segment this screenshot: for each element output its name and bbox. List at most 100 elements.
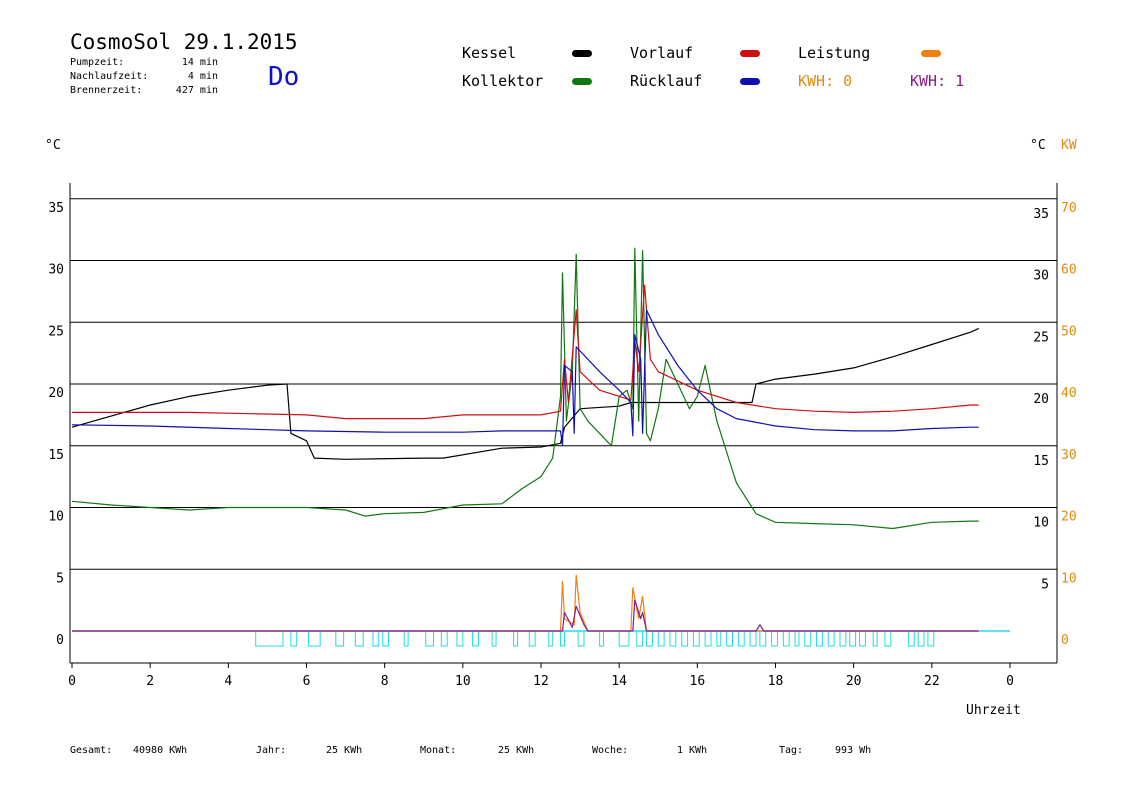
pump-interval <box>382 631 390 647</box>
chart-title: CosmoSol 29.1.2015 <box>70 30 298 54</box>
y-tick-label-right: 35 <box>1033 207 1049 222</box>
pump-interval <box>782 631 790 647</box>
y-tick-label-kw: 20 <box>1061 510 1077 525</box>
footer-gesamt-label: Gesamt: <box>70 745 113 756</box>
x-tick-label: 4 <box>224 674 232 689</box>
pump-interval <box>528 631 536 647</box>
pump-interval <box>759 631 767 647</box>
pump-interval <box>440 631 448 647</box>
pump-interval <box>917 631 925 647</box>
pump-interval <box>884 631 892 647</box>
pump-intervals <box>72 630 1010 647</box>
x-tick-label: 6 <box>303 674 311 689</box>
y-tick-label-left: 35 <box>48 201 64 216</box>
x-tick-label: 12 <box>533 674 549 689</box>
pump-interval <box>403 631 409 647</box>
y-tick-label-left: 5 <box>56 571 64 586</box>
pump-interval <box>794 631 800 647</box>
series-line-kessel <box>71 327 979 460</box>
legend-kessel-swatch <box>572 50 592 57</box>
pump-interval <box>636 631 644 647</box>
pump-interval <box>657 631 665 647</box>
pump-time-label: Pumpzeit: <box>70 57 125 68</box>
y-tick-label-kw: 0 <box>1061 633 1069 648</box>
pump-interval <box>872 631 878 647</box>
y-tick-label-kw: 70 <box>1061 201 1077 216</box>
x-tick-label: 0 <box>1006 674 1014 689</box>
x-tick-label: 2 <box>146 674 154 689</box>
pump-interval <box>456 631 464 647</box>
footer-woche-label: Woche: <box>592 745 629 756</box>
pump-interval <box>927 631 935 647</box>
y-tick-label-right: 20 <box>1033 392 1049 407</box>
y-tick-label-kw: 50 <box>1061 324 1077 339</box>
y-tick-label-kw: 10 <box>1061 571 1077 586</box>
pump-interval <box>335 631 345 647</box>
y-tick-label-left: 30 <box>48 263 64 278</box>
y-axis-unit-left: °C <box>45 138 61 153</box>
pump-interval <box>491 631 497 647</box>
x-tick-label: 8 <box>381 674 389 689</box>
pump-interval <box>726 631 734 647</box>
series-line-vorlauf <box>72 284 979 420</box>
pump-interval <box>669 631 677 647</box>
y-axis-unit-kw: KW <box>1061 138 1077 153</box>
pump-interval <box>749 631 757 647</box>
x-tick-label: 10 <box>455 674 471 689</box>
legend-vorlauf: Vorlauf <box>630 44 694 62</box>
pump-interval <box>827 631 835 647</box>
series-line-kwh-1 <box>72 599 979 632</box>
y-tick-label-kw: 30 <box>1061 448 1077 463</box>
y-tick-label-right: 30 <box>1033 269 1049 284</box>
nachlauf-time-label: Nachlaufzeit: <box>70 71 149 82</box>
x-tick-label: 22 <box>924 674 940 689</box>
pump-interval <box>560 631 565 647</box>
pump-interval <box>704 631 712 647</box>
pump-interval <box>839 631 847 647</box>
y-axis-unit-right: °C <box>1030 138 1046 153</box>
pump-time-value: 14 min <box>181 57 218 68</box>
footer-woche-value: 1 KWh <box>677 745 708 756</box>
x-tick-label: 14 <box>611 674 627 689</box>
x-tick-label: 18 <box>768 674 784 689</box>
y-tick-label-right: 10 <box>1033 516 1049 531</box>
pump-interval <box>646 631 653 647</box>
pump-interval <box>425 631 435 647</box>
pump-interval <box>859 631 866 647</box>
pump-interval <box>618 631 630 647</box>
pump-interval <box>804 631 812 647</box>
y-tick-label-right: 15 <box>1033 454 1049 469</box>
y-tick-label-left: 20 <box>48 386 64 401</box>
series-lines <box>71 247 979 632</box>
x-tick-label: 16 <box>690 674 706 689</box>
footer-jahr-value: 25 KWh <box>326 745 363 756</box>
burner-time-label: Brennerzeit: <box>70 85 143 96</box>
pump-interval <box>372 631 380 647</box>
pump-interval <box>737 631 745 647</box>
legend-ruecklauf-swatch <box>740 78 760 85</box>
legend-kollektor-swatch <box>572 78 592 85</box>
legend-vorlauf-swatch <box>740 50 760 57</box>
footer-jahr-label: Jahr: <box>256 745 287 756</box>
series-line-leistung <box>72 574 979 632</box>
y-tick-label-left: 10 <box>48 510 64 525</box>
pump-interval <box>599 631 605 647</box>
tick-labels: 0 2 4 6 8 10 12 14 16 18 20 22 0 0 5 10 15 20 25 30 35 5 10 15 2… <box>48 201 1076 689</box>
pump-interval <box>849 631 857 647</box>
y-tick-label-right: 5 <box>1041 577 1049 592</box>
footer-tag-label: Tag: <box>779 745 804 756</box>
pump-interval <box>577 631 585 647</box>
pump-interval <box>548 631 554 647</box>
pump-interval <box>771 631 778 647</box>
legend-kollektor: Kollektor <box>462 72 544 90</box>
series-line-kollektor <box>71 247 979 530</box>
pump-interval <box>513 631 519 647</box>
y-tick-label-left: 25 <box>48 324 64 339</box>
legend-kessel: Kessel <box>462 44 517 62</box>
legend-ruecklauf: Rücklauf <box>630 72 703 90</box>
pump-interval <box>681 631 689 647</box>
pump-interval <box>354 631 364 647</box>
footer-tag-value: 993 Wh <box>835 745 872 756</box>
y-tick-label-kw: 60 <box>1061 263 1077 278</box>
